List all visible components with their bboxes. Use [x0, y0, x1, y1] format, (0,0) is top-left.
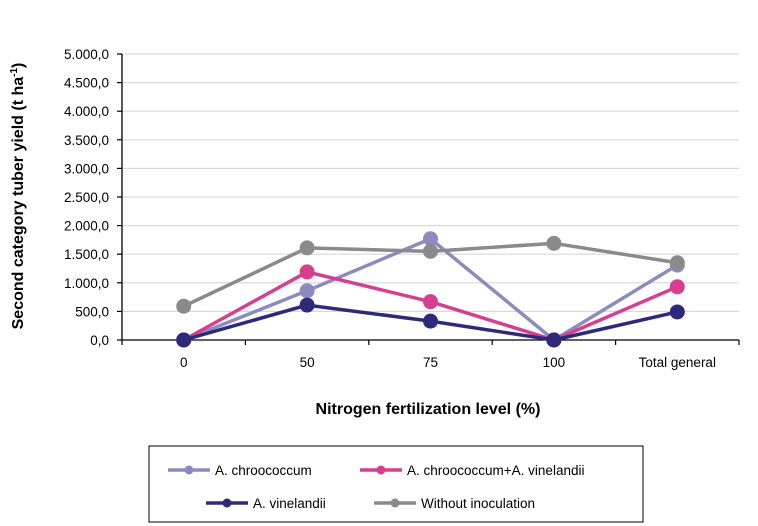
x-tick-label: 0	[180, 355, 188, 370]
y-tick-label: 2.000,0	[64, 219, 109, 234]
legend-box	[148, 445, 644, 523]
legend-marker	[390, 498, 400, 508]
y-axis-ticks: 0,0 500,0 1.000,0 1.500,0 2.000,0 2.500,0 3.00…	[64, 47, 122, 348]
data-point	[299, 240, 315, 256]
y-tick-label: 3.500,0	[64, 133, 109, 148]
data-point	[299, 297, 315, 313]
legend-label: A. chroococcum	[215, 463, 312, 478]
data-point	[669, 255, 685, 271]
legend-marker	[376, 465, 386, 475]
legend-item: A. chroococcum+A. vinelandii	[360, 463, 584, 478]
y-tick-label: 2.500,0	[64, 190, 109, 205]
y-tick-label: 500,0	[75, 304, 109, 319]
data-point	[423, 313, 438, 329]
y-tick-label: 1.500,0	[64, 247, 109, 262]
legend: A. chroococcum A. chroococcum+A. vineland…	[148, 445, 644, 523]
y-tick-label: 4.000,0	[64, 104, 109, 119]
x-axis-ticks: 0 50 75 100 Total general	[121, 340, 740, 370]
legend-item: A. chroococcum	[168, 463, 312, 478]
data-point	[423, 294, 438, 310]
x-tick-label: 50	[300, 355, 315, 370]
legend-marker	[222, 498, 232, 508]
y-axis-title-main: Second category tuber yield (t ha	[10, 77, 27, 330]
legend-item: A. vinelandii	[206, 496, 326, 511]
data-point	[546, 332, 562, 348]
data-point	[176, 298, 192, 314]
legend-label: Without inoculation	[421, 496, 535, 511]
x-tick-label: Total general	[639, 355, 716, 370]
y-tick-label: 1.000,0	[64, 276, 109, 291]
y-axis-title-suffix: )	[10, 63, 27, 68]
data-point	[176, 332, 192, 348]
y-tick-label: 0,0	[90, 333, 109, 348]
gridlines	[122, 53, 739, 312]
x-tick-label: 100	[543, 355, 566, 370]
x-tick-label: 75	[423, 355, 438, 370]
data-point	[546, 235, 562, 251]
data-point	[299, 283, 315, 299]
y-tick-label: 4.500,0	[64, 76, 109, 91]
data-point	[669, 304, 685, 320]
y-tick-label: 3.000,0	[64, 161, 109, 176]
data-point	[423, 231, 438, 247]
series-group	[176, 231, 685, 348]
data-point	[423, 243, 438, 259]
legend-label: A. chroococcum+A. vinelandii	[407, 463, 584, 478]
y-axis-title: Second category tuber yield (t ha-1)	[9, 63, 27, 330]
legend-label: A. vinelandii	[253, 496, 326, 511]
legend-item: Without inoculation	[374, 496, 535, 511]
data-point	[669, 279, 685, 295]
data-point	[299, 264, 315, 280]
legend-marker	[184, 465, 194, 475]
y-axis-title-superscript: -1	[9, 68, 20, 77]
x-axis-title: Nitrogen fertilization level (%)	[316, 401, 541, 418]
y-tick-label: 5.000,0	[64, 47, 109, 62]
series-a-vinelandii	[176, 297, 685, 348]
series-without-inoculation	[176, 235, 685, 314]
